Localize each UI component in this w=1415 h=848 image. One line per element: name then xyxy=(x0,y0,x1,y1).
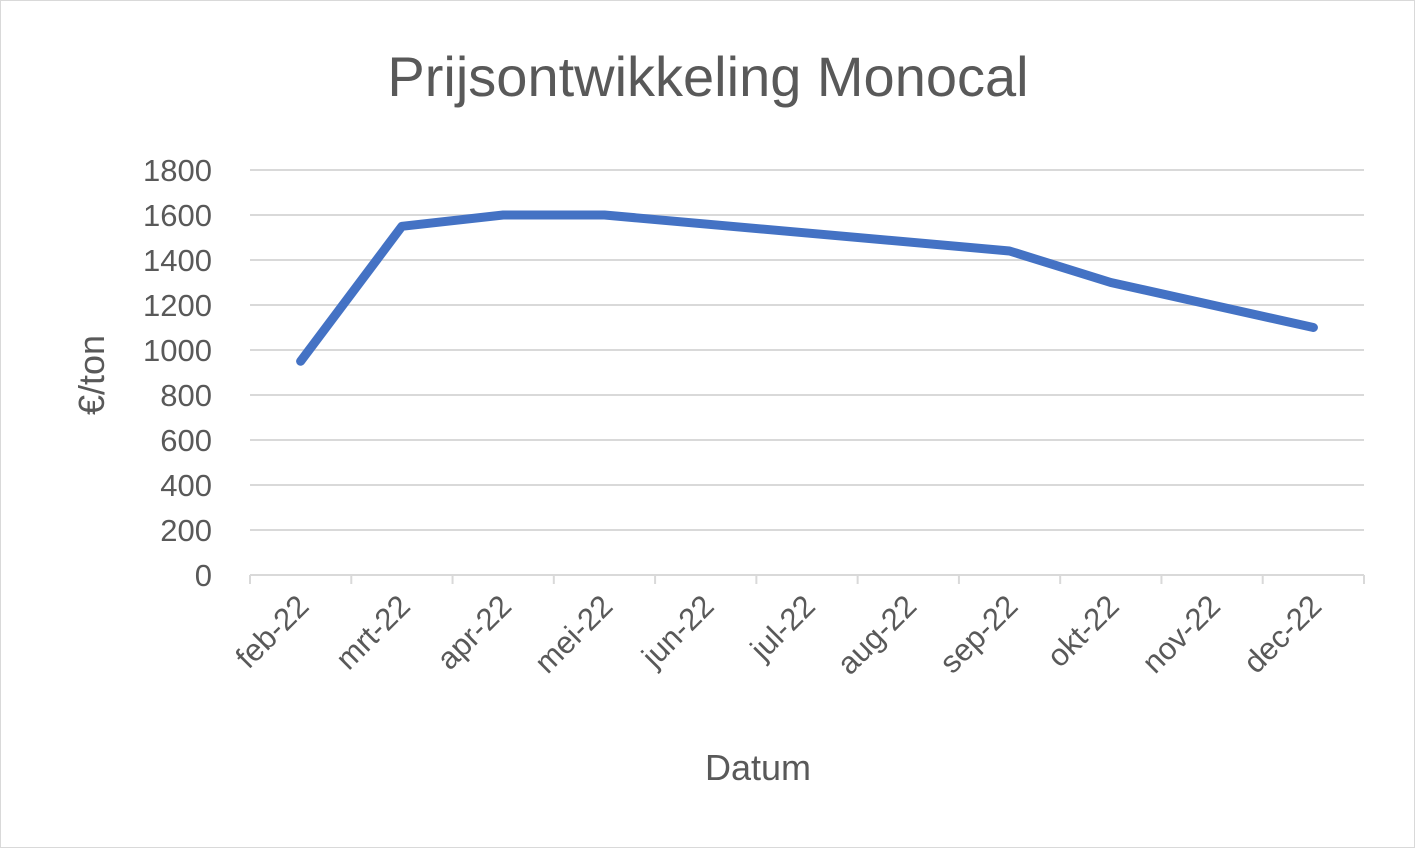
x-tick-label-okt-22: okt-22 xyxy=(1040,588,1126,674)
x-tick-label-aug-22: aug-22 xyxy=(830,588,923,681)
chart-title: Prijsontwikkeling Monocal xyxy=(387,45,1028,108)
y-tick-label-800: 800 xyxy=(160,378,212,413)
x-tick-label-apr-22: apr-22 xyxy=(430,588,518,676)
x-axis-title: Datum xyxy=(705,747,811,788)
y-tick-label-1600: 1600 xyxy=(143,198,212,233)
y-tick-label-1200: 1200 xyxy=(143,288,212,323)
y-tick-label-1400: 1400 xyxy=(143,243,212,278)
y-tick-label-0: 0 xyxy=(195,558,212,593)
x-tick-label-jun-22: jun-22 xyxy=(634,588,720,674)
y-tick-label-1000: 1000 xyxy=(143,333,212,368)
x-tick-label-mei-22: mei-22 xyxy=(528,588,620,680)
y-tick-label-1800: 1800 xyxy=(143,153,212,188)
x-tick-label-dec-22: dec-22 xyxy=(1237,588,1329,680)
y-tick-label-600: 600 xyxy=(160,423,212,458)
y-axis-title: €/ton xyxy=(71,335,112,415)
x-tick-label-nov-22: nov-22 xyxy=(1135,588,1227,680)
gridlines xyxy=(250,169,1364,531)
x-axis: feb-22 mrt-22 apr-22 mei-22 jun-22 jul-22 aug-… xyxy=(229,574,1365,681)
series-line-0 xyxy=(296,210,1318,366)
y-tick-label-400: 400 xyxy=(160,468,212,503)
y-axis-ticks: 0 200 400 600 800 1000 1200 1400 1600 1800 xyxy=(143,153,212,593)
x-tick-label-jul-22: jul-22 xyxy=(743,588,822,667)
x-tick-label-sep-22: sep-22 xyxy=(933,588,1025,680)
x-tick-label-feb-22: feb-22 xyxy=(229,588,316,675)
x-tick-label-mrt-22: mrt-22 xyxy=(329,588,417,676)
y-tick-label-200: 200 xyxy=(160,513,212,548)
series-layer xyxy=(296,210,1318,366)
